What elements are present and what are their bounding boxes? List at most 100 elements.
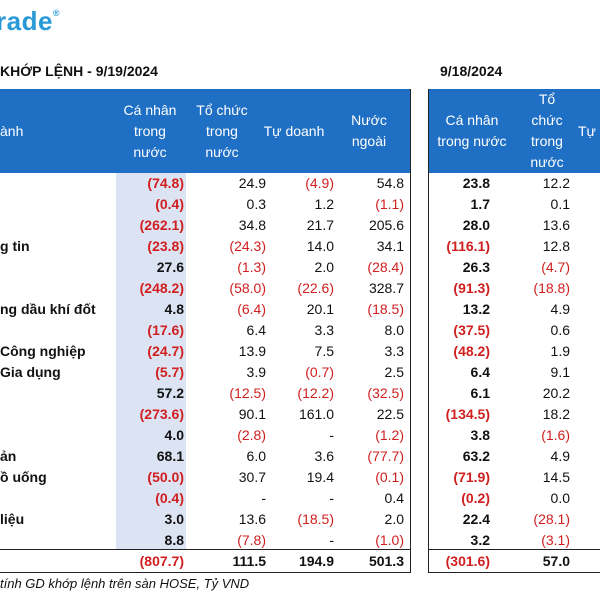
registered-mark: ®: [52, 8, 61, 18]
cell-foreign: 2.0: [384, 511, 404, 527]
cell-individual: (17.6): [147, 322, 184, 338]
row-label: ản: [0, 448, 17, 464]
cell-right-institution: (4.7): [541, 259, 570, 275]
cell-foreign: 8.0: [384, 322, 404, 338]
cell-right-individual: (91.3): [453, 280, 490, 296]
cell-foreign: 34.1: [376, 238, 404, 254]
total-divider-left: [0, 549, 410, 550]
cell-right-institution: 18.2: [542, 406, 570, 422]
left-border-right-table: [428, 89, 429, 573]
cell-right-institution: 0.0: [550, 490, 570, 506]
header-right-individual: Cá nhân trong nước: [437, 112, 507, 149]
cell-foreign: 328.7: [368, 280, 404, 296]
table-row: (248.2) (58.0) (22.6) 328.7 (91.3) (18.8): [0, 278, 600, 299]
bottom-border-left: [0, 572, 410, 573]
cell-foreign: 2.5: [384, 364, 404, 380]
cell-right-institution: 12.2: [542, 175, 570, 191]
cell-institution: 90.1: [238, 406, 266, 422]
right-border-left-table: [410, 89, 411, 573]
cell-right-institution: (3.1): [541, 532, 570, 548]
cell-institution: 34.8: [238, 217, 266, 233]
table-row: Công nghiệp (24.7) 13.9 7.5 3.3 (48.2) 1.9: [0, 341, 600, 362]
cell-foreign: (1.1): [375, 196, 404, 212]
cell-foreign: (28.4): [367, 259, 404, 275]
cell-institution: 6.0: [246, 448, 266, 464]
cell-right-individual: 26.3: [462, 259, 490, 275]
cell-right-institution: 0.1: [550, 196, 570, 212]
cell-foreign: 3.3: [384, 343, 404, 359]
cell-right-individual: 6.4: [470, 364, 490, 380]
cell-foreign: 0.4: [384, 490, 404, 506]
cell-individual: (5.7): [155, 364, 184, 380]
table-row: (0.4) - - 0.4 (0.2) 0.0: [0, 488, 600, 509]
total-institution: 111.5: [232, 553, 267, 569]
header-proprietary: Tự doanh: [263, 122, 325, 139]
cell-right-individual: 63.2: [462, 448, 490, 464]
cell-individual: (262.1): [139, 217, 184, 233]
cell-institution: 0.3: [246, 196, 266, 212]
cell-foreign: (18.5): [367, 301, 404, 317]
row-label: g tin: [0, 238, 30, 254]
cell-foreign: (77.7): [367, 448, 404, 464]
cell-right-individual: (0.2): [461, 490, 490, 506]
cell-right-institution: 20.2: [542, 385, 570, 401]
table-row: Gia dụng (5.7) 3.9 (0.7) 2.5 6.4 9.1: [0, 362, 600, 383]
cell-right-institution: 9.1: [550, 364, 570, 380]
cell-foreign: 205.6: [368, 217, 404, 233]
cell-individual: 68.1: [156, 448, 184, 464]
row-label: ng dầu khí đốt: [0, 301, 96, 317]
header-foreign: Nước ngoài: [351, 112, 387, 149]
total-row: (807.7) 111.5 194.9 501.3 (301.6) 57.0: [0, 551, 600, 572]
cell-individual: (74.8): [147, 175, 184, 191]
cell-right-individual: (48.2): [453, 343, 490, 359]
cell-right-institution: 14.5: [542, 469, 570, 485]
table-row: 4.0 (2.8) - (1.2) 3.8 (1.6): [0, 425, 600, 446]
cell-individual: (248.2): [139, 280, 184, 296]
cell-right-institution: 0.6: [550, 322, 570, 338]
cell-proprietary: (0.7): [305, 364, 334, 380]
table-row: (0.4) 0.3 1.2 (1.1) 1.7 0.1: [0, 194, 600, 215]
cell-institution: 13.9: [238, 343, 266, 359]
cell-institution: (58.0): [229, 280, 266, 296]
brand-logo: rade®: [0, 6, 60, 37]
cell-institution: (6.4): [237, 301, 266, 317]
cell-proprietary: 14.0: [306, 238, 334, 254]
cell-right-institution: 1.9: [550, 343, 570, 359]
cell-institution: (24.3): [229, 238, 266, 254]
header-left: ành Cá nhân trong nước Tổ chức trong nướ…: [0, 89, 410, 173]
table-row: 8.8 (7.8) - (1.0) 3.2 (3.1): [0, 530, 600, 551]
header-institution-domestic: Tổ chức trong nước: [196, 101, 248, 160]
row-label: liệu: [0, 511, 25, 527]
cell-right-individual: 3.8: [470, 427, 490, 443]
cell-individual: 4.8: [164, 301, 184, 317]
cell-institution: 24.9: [238, 175, 266, 191]
header-sector: ành: [0, 122, 24, 139]
cell-institution: (7.8): [237, 532, 266, 548]
cell-foreign: (1.0): [375, 532, 404, 548]
table-row: (74.8) 24.9 (4.9) 54.8 23.8 12.2: [0, 173, 600, 194]
cell-individual: 4.0: [164, 427, 184, 443]
cell-right-individual: 22.4: [462, 511, 490, 527]
cell-right-individual: 13.2: [462, 301, 490, 317]
total-divider-right: [428, 549, 600, 550]
cell-proprietary: -: [329, 532, 334, 548]
table-row: (17.6) 6.4 3.3 8.0 (37.5) 0.6: [0, 320, 600, 341]
cell-proprietary: (4.9): [305, 175, 334, 191]
cell-right-individual: (134.5): [445, 406, 490, 422]
cell-foreign: 54.8: [376, 175, 404, 191]
table-row: (273.6) 90.1 161.0 22.5 (134.5) 18.2: [0, 404, 600, 425]
cell-proprietary: -: [329, 490, 334, 506]
cell-right-individual: (116.1): [446, 238, 490, 254]
logo-text: rade: [0, 6, 53, 36]
cell-individual: 57.2: [156, 385, 184, 401]
cell-right-institution: (1.6): [541, 427, 570, 443]
cell-institution: (1.3): [237, 259, 266, 275]
cell-individual: (0.4): [155, 196, 184, 212]
cell-individual: 27.6: [156, 259, 184, 275]
table-title-right: 9/18/2024: [440, 63, 503, 79]
cell-institution: (12.5): [229, 385, 266, 401]
cell-proprietary: (12.2): [297, 385, 334, 401]
table-row: 57.2 (12.5) (12.2) (32.5) 6.1 20.2: [0, 383, 600, 404]
total-right-individual: (301.6): [445, 553, 490, 569]
cell-individual: (23.8): [147, 238, 184, 254]
